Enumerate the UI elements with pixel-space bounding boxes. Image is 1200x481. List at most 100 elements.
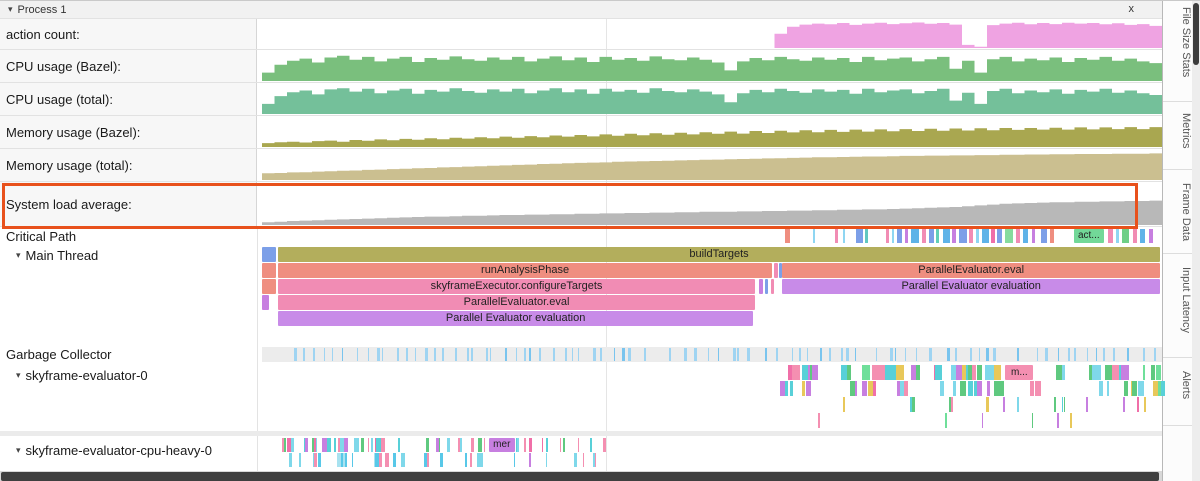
vertical-scrollbar[interactable] <box>1192 1 1200 481</box>
evaluator0-slice <box>1137 381 1144 396</box>
gc-tick <box>528 348 532 361</box>
gc-tick <box>406 348 409 361</box>
trace-span-fragment <box>262 279 277 294</box>
cpu-heavy-slice <box>343 438 349 452</box>
horizontal-scrollbar[interactable] <box>0 471 1162 481</box>
trace-span-buildtargets[interactable]: buildTargets <box>278 247 1161 262</box>
critical-path-labeled-slice[interactable]: act... <box>1073 229 1104 243</box>
evaluator0-slice <box>952 381 956 396</box>
trace-span-skyframeexecutor-configuretargets[interactable]: skyframeExecutor.configureTargets <box>278 279 756 294</box>
cpu-heavy-slice <box>367 438 369 452</box>
thread-label-skyframe-evaluator-cpu-heavy-0[interactable]: ▾ skyframe-evaluator-cpu-heavy-0 <box>10 442 257 458</box>
critical-path-label[interactable]: Critical Path <box>6 228 77 244</box>
gc-tick <box>947 348 950 361</box>
horizontal-scrollbar-thumb[interactable] <box>1 472 1159 481</box>
evaluator0-slice <box>901 381 908 396</box>
critical-path-tick <box>1032 229 1036 243</box>
tab-input-latency[interactable]: Input Latency <box>1180 267 1192 334</box>
evaluator0-slice <box>1137 397 1140 412</box>
gc-tick <box>969 348 972 361</box>
gc-tick <box>828 348 832 361</box>
critical-path-tick <box>1108 229 1113 243</box>
gc-tick <box>357 348 359 361</box>
evaluator0-labeled-slice[interactable]: m... <box>1005 365 1034 380</box>
trace-span-fragment <box>262 263 277 278</box>
counter-chart-action-count[interactable] <box>262 22 1162 53</box>
critical-path-tick <box>1016 229 1021 243</box>
critical-path-tick <box>784 229 790 243</box>
gc-tick <box>571 348 574 361</box>
counter-label-memory-usage-total[interactable]: Memory usage (total): <box>6 158 133 173</box>
counter-chart-cpu-usage-total[interactable] <box>262 86 1162 119</box>
evaluator0-slice <box>912 397 915 412</box>
thread-label-skyframe-evaluator-0[interactable]: ▾ skyframe-evaluator-0 <box>10 367 257 383</box>
evaluator0-slice <box>805 381 811 396</box>
cpu-heavy-slice <box>541 438 543 452</box>
thread-label-main-thread[interactable]: ▾ Main Thread <box>10 247 257 263</box>
cpu-heavy-slice <box>529 453 532 467</box>
trace-span-parallelevaluator-eval[interactable]: ParallelEvaluator.eval <box>782 263 1161 278</box>
counter-chart-cpu-usage-bazel[interactable] <box>262 53 1162 86</box>
evaluator0-slice <box>1123 397 1125 412</box>
gc-tick <box>1044 348 1048 361</box>
evaluator0-slice <box>1085 397 1089 412</box>
collapse-arrow-icon[interactable]: ▾ <box>16 249 21 260</box>
tab-frame-data[interactable]: Frame Data <box>1180 183 1192 242</box>
process-header[interactable]: ▾ Process 1 x <box>0 1 1162 19</box>
counter-label-memory-usage-bazel[interactable]: Memory usage (Bazel): <box>6 125 141 140</box>
trace-span-runanalysisphase[interactable]: runAnalysisPhase <box>278 263 773 278</box>
evaluator0-slice <box>934 365 942 380</box>
tab-separator <box>1163 253 1192 254</box>
close-button[interactable]: x <box>1128 3 1135 15</box>
counter-label-action-count[interactable]: action count: <box>6 27 80 42</box>
critical-path-tick <box>928 229 934 243</box>
critical-path-tick <box>1005 229 1014 243</box>
counter-chart-memory-usage-total[interactable] <box>262 152 1162 185</box>
row-separator <box>0 181 1162 182</box>
trace-span-parallel-evaluator-evaluation[interactable]: Parallel Evaluator evaluation <box>278 311 754 326</box>
garbage-collector-label[interactable]: Garbage Collector <box>6 347 112 362</box>
gc-tick <box>1153 348 1156 361</box>
collapse-arrow-icon[interactable]: ▾ <box>16 369 21 380</box>
gc-tick <box>592 348 596 361</box>
critical-path-tick <box>856 229 863 243</box>
trace-span-parallelevaluator-eval[interactable]: ParallelEvaluator.eval <box>278 295 756 310</box>
collapse-arrow-icon[interactable]: ▾ <box>8 4 13 14</box>
vertical-scrollbar-thumb[interactable] <box>1193 3 1199 65</box>
collapse-arrow-icon[interactable]: ▾ <box>16 444 21 455</box>
evaluator0-slice <box>964 365 973 380</box>
evaluator0-slice <box>960 381 967 396</box>
gc-tick <box>905 348 907 361</box>
counter-label-cpu-usage-total[interactable]: CPU usage (total): <box>6 92 113 107</box>
cpu-heavy-labeled-slice[interactable]: mer <box>488 438 515 452</box>
cpu-heavy-slice <box>298 453 301 467</box>
evaluator0-slice <box>842 397 845 412</box>
evaluator0-slice <box>872 381 877 396</box>
tab-metrics[interactable]: Metrics <box>1180 113 1192 149</box>
evaluator0-slice <box>1003 397 1005 412</box>
cpu-heavy-slice <box>329 438 332 452</box>
evaluator0-slice <box>787 365 796 380</box>
trace-span-parallel-evaluator-evaluation[interactable]: Parallel Evaluator evaluation <box>782 279 1161 294</box>
gc-tick <box>425 348 428 361</box>
gc-tick <box>1142 348 1145 361</box>
evaluator0-slice <box>801 365 808 380</box>
counter-chart-memory-usage-bazel[interactable] <box>262 119 1162 152</box>
critical-path-tick <box>904 229 908 243</box>
evaluator0-slice <box>849 381 856 396</box>
gc-tick <box>599 348 603 361</box>
evaluator0-slice <box>911 365 916 380</box>
cpu-heavy-slice <box>604 438 606 452</box>
evaluator0-slice <box>893 365 904 380</box>
gc-tick <box>442 348 444 361</box>
counter-chart-system-load-average[interactable] <box>262 185 1162 230</box>
critical-path-tick <box>936 229 940 243</box>
cpu-heavy-slice <box>426 453 429 467</box>
counter-label-cpu-usage-bazel[interactable]: CPU usage (Bazel): <box>6 59 121 74</box>
tab-file-size-stats[interactable]: File Size Stats <box>1180 7 1192 78</box>
counter-label-system-load-average[interactable]: System load average: <box>6 197 132 212</box>
tab-alerts[interactable]: Alerts <box>1180 371 1192 400</box>
evaluator0-slice <box>879 365 884 380</box>
gc-tick <box>565 348 567 361</box>
cpu-heavy-slice <box>582 453 584 467</box>
